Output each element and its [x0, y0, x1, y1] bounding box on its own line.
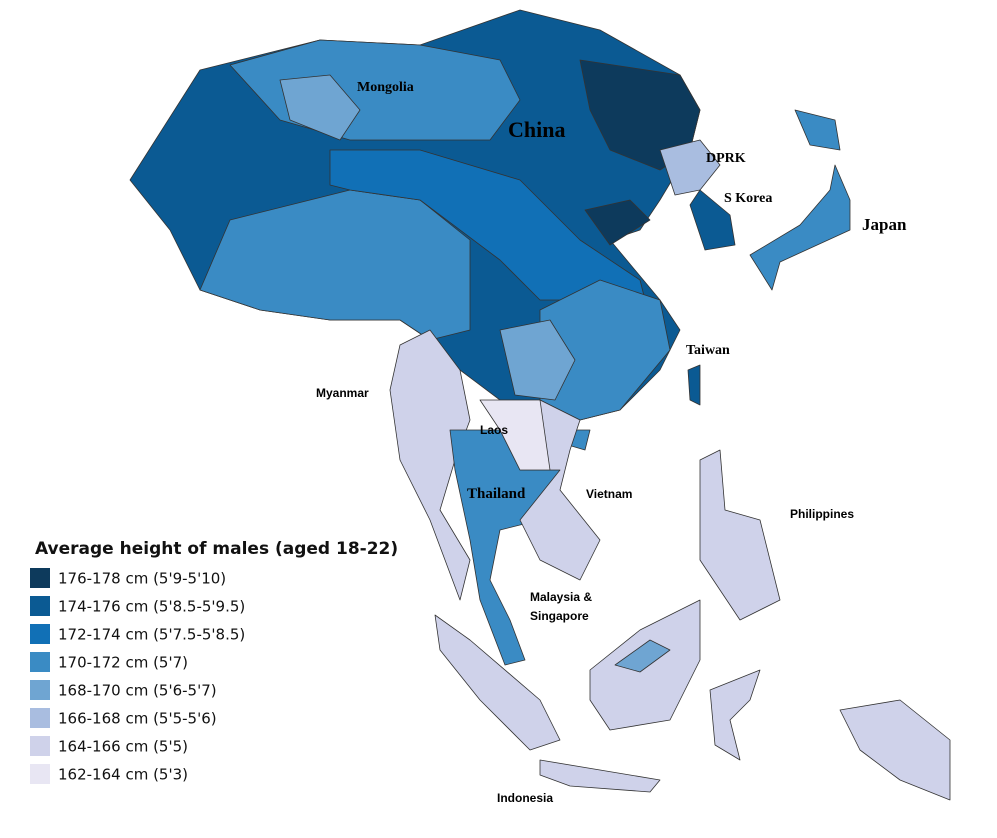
- sarawak: [614, 639, 671, 673]
- regions: [129, 9, 951, 801]
- java: [539, 759, 661, 793]
- sumatra: [434, 614, 561, 751]
- legend-swatch: [30, 680, 50, 700]
- legend: Average height of males (aged 18-22) 176…: [30, 539, 398, 784]
- country-labels: Mongolia China DPRK S Korea Japan Taiwan…: [316, 80, 907, 805]
- china-southwest: [499, 319, 576, 401]
- legend-swatch: [30, 596, 50, 616]
- legend-swatch: [30, 708, 50, 728]
- country-label: Philippines: [790, 507, 854, 521]
- hokkaido: [794, 109, 841, 151]
- country-label: Vietnam: [586, 487, 632, 501]
- vietnam: [519, 399, 601, 581]
- country-label: Mongolia: [357, 80, 414, 95]
- japan: [749, 164, 851, 291]
- legend-label: 166-168 cm (5'5-5'6): [58, 710, 217, 728]
- legend-label: 168-170 cm (5'6-5'7): [58, 682, 217, 700]
- taiwan: [687, 364, 701, 406]
- country-label: Thailand: [467, 486, 526, 502]
- country-label: Malaysia &: [530, 590, 592, 604]
- legend-swatch: [30, 624, 50, 644]
- s-korea: [689, 189, 736, 251]
- legend-label: 162-164 cm (5'3): [58, 766, 188, 784]
- legend-label: 172-174 cm (5'7.5-5'8.5): [58, 626, 245, 644]
- mongolia-west: [279, 74, 361, 141]
- dprk: [659, 139, 721, 196]
- country-label: DPRK: [706, 151, 746, 166]
- country-label: Singapore: [530, 609, 589, 623]
- country-label: Laos: [480, 423, 508, 437]
- legend-label: 174-176 cm (5'8.5-5'9.5): [58, 598, 245, 616]
- legend-swatch: [30, 568, 50, 588]
- country-label: Indonesia: [497, 791, 553, 805]
- china-west: [199, 189, 471, 341]
- country-label: Myanmar: [316, 386, 369, 400]
- legend-label: 164-166 cm (5'5): [58, 738, 188, 756]
- country-label: Taiwan: [686, 343, 730, 358]
- papua: [839, 699, 951, 801]
- beijing: [584, 199, 651, 246]
- legend-swatch: [30, 764, 50, 784]
- legend-swatch: [30, 736, 50, 756]
- country-label: Japan: [862, 215, 907, 234]
- country-label: China: [508, 117, 565, 142]
- sulawesi: [709, 669, 761, 761]
- philippines: [699, 449, 781, 621]
- legend-label: 170-172 cm (5'7): [58, 654, 188, 672]
- legend-swatch: [30, 652, 50, 672]
- myanmar: [389, 329, 471, 601]
- country-label: S Korea: [724, 191, 772, 206]
- legend-title: Average height of males (aged 18-22): [35, 539, 398, 559]
- legend-label: 176-178 cm (5'9-5'10): [58, 570, 226, 588]
